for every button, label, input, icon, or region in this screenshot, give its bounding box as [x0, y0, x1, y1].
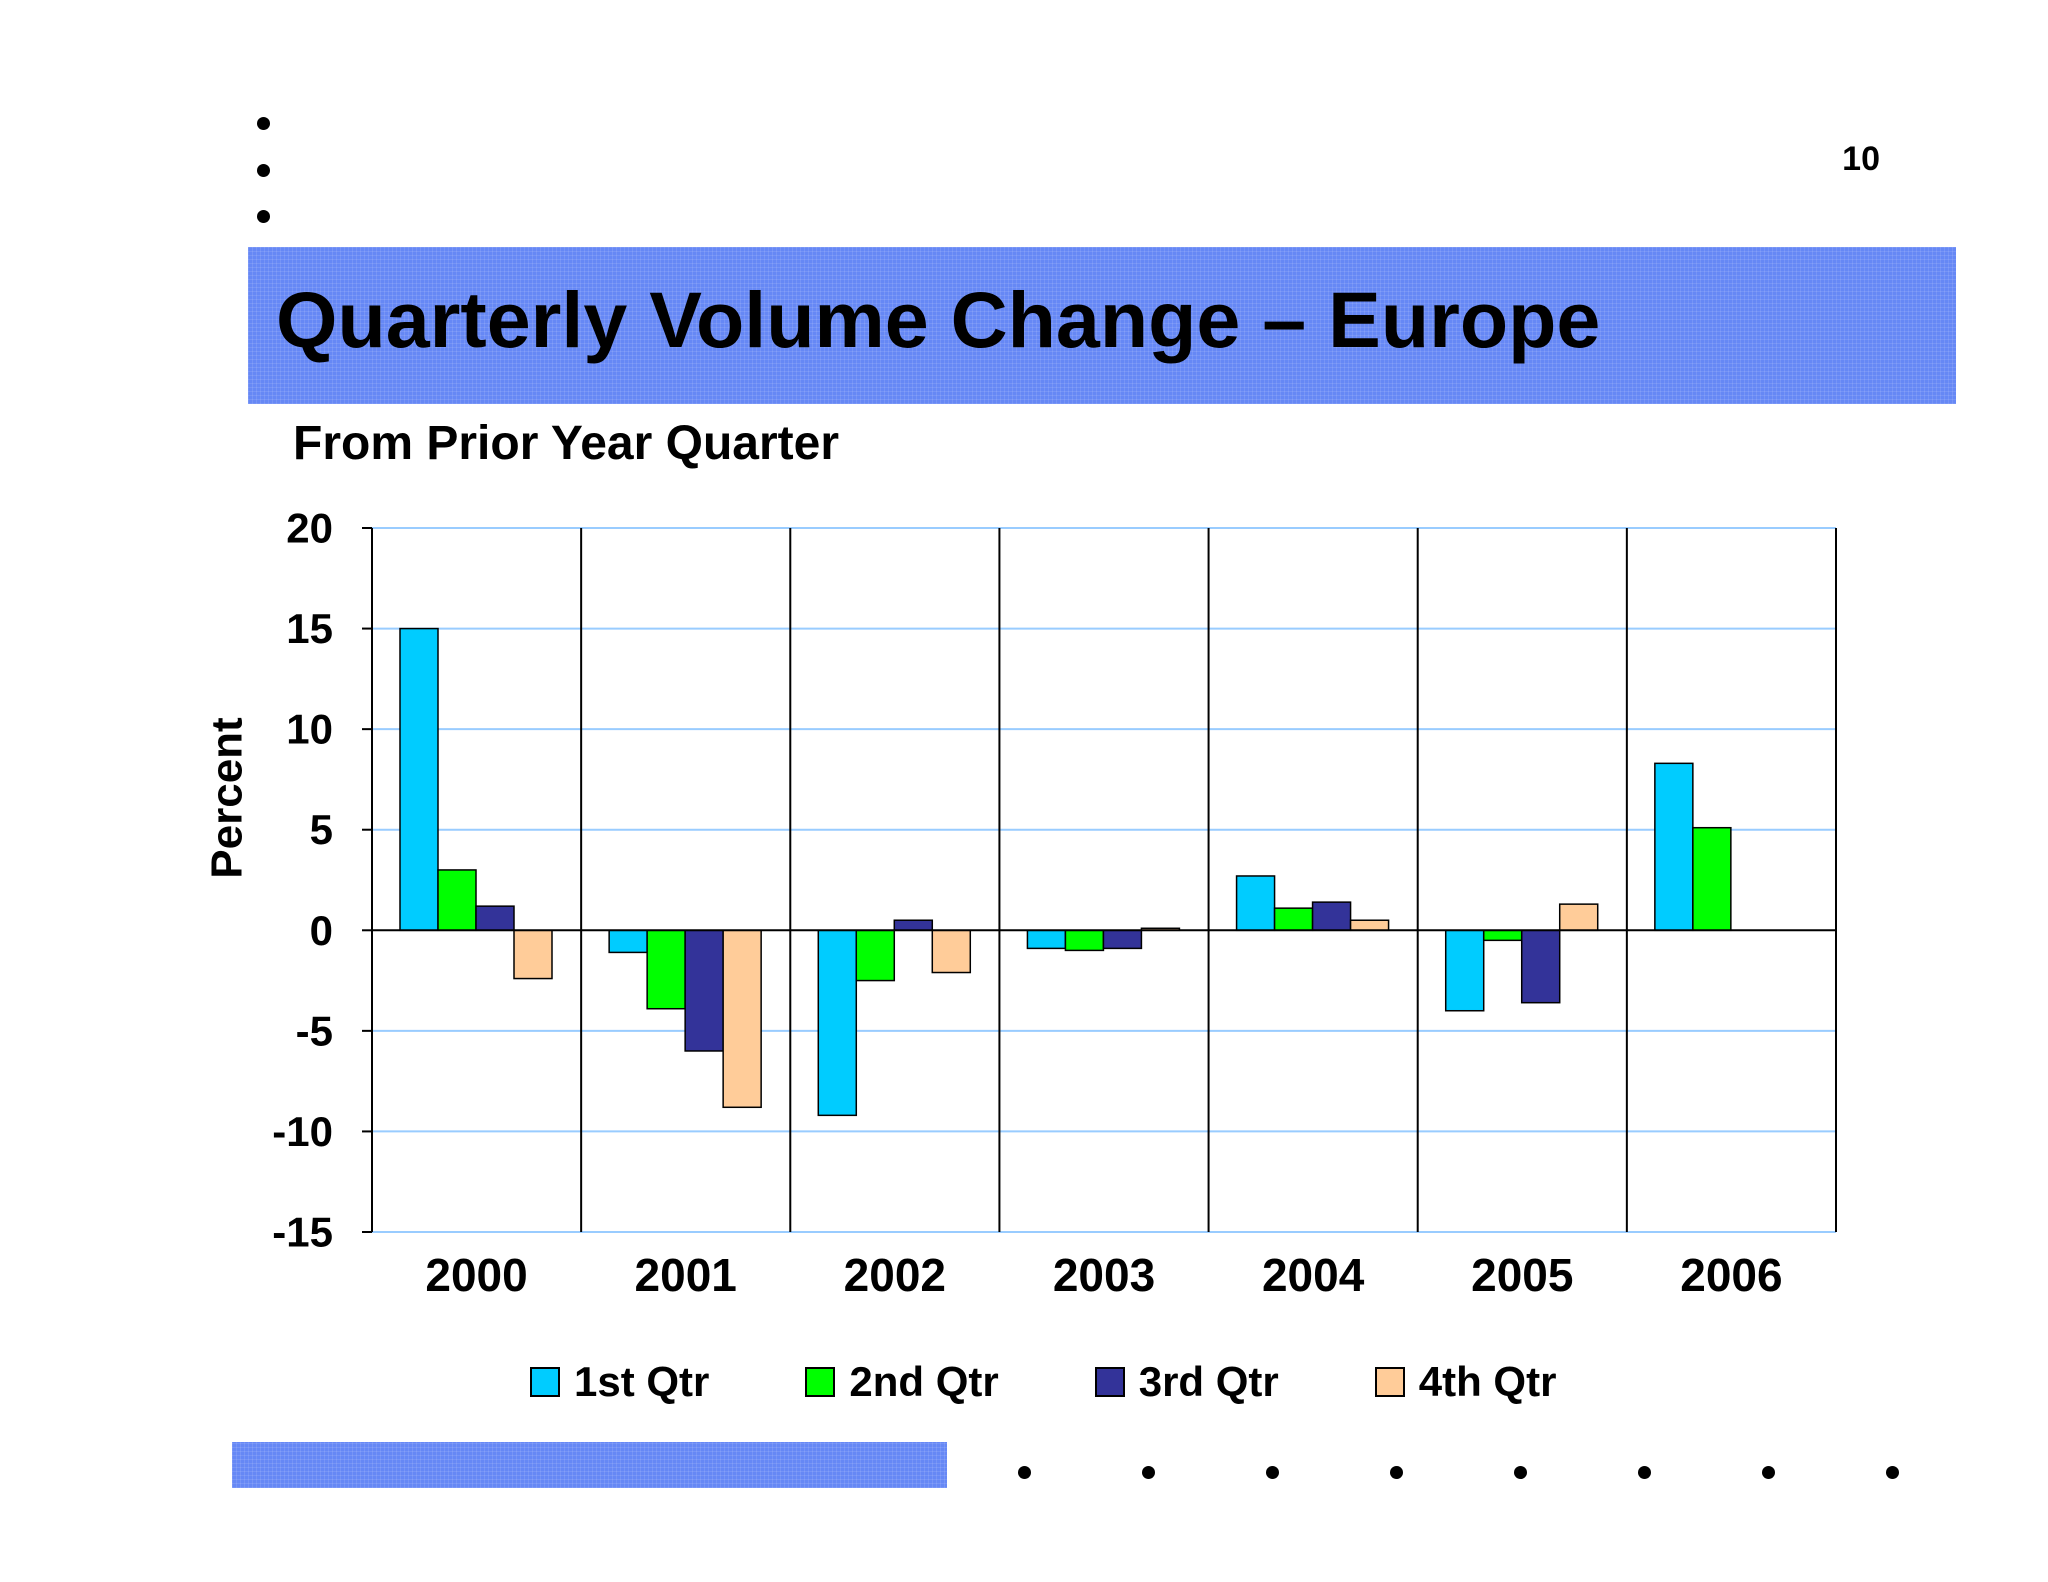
- bar-2000-q3: [475, 905, 515, 932]
- bar-2003-q2: [1064, 929, 1105, 952]
- decorative-dot: [1514, 1466, 1527, 1479]
- x-tick-label: 2002: [844, 1249, 946, 1301]
- decorative-dot: [257, 210, 270, 223]
- decorative-dot: [1266, 1466, 1279, 1479]
- legend-label-q4: 4th Qtr: [1418, 1358, 1557, 1405]
- decorative-dot: [257, 164, 270, 177]
- legend-label-q3: 3rd Qtr: [1138, 1358, 1279, 1405]
- bar-2005-q1: [1444, 929, 1485, 1012]
- page-number: 10: [1842, 140, 1880, 178]
- decorative-dot: [1142, 1466, 1155, 1479]
- x-tick-label: 2006: [1680, 1249, 1782, 1301]
- y-tick-label: 0: [310, 907, 333, 954]
- decorative-dot: [257, 117, 270, 130]
- bars: [399, 627, 1732, 1117]
- legend-label-q1: 1st Qtr: [574, 1358, 710, 1405]
- y-tick-labels: 20 15 10 5 0 -5 -10 -15: [272, 505, 333, 1256]
- y-tick-label: 10: [286, 706, 333, 753]
- legend-swatch-q4: [1374, 1367, 1405, 1397]
- legend-swatch-q2: [805, 1367, 836, 1397]
- y-tick-label: 5: [310, 806, 333, 853]
- axes: [362, 527, 1837, 1233]
- bar-2001-q2: [646, 929, 686, 1010]
- bar-2004-q4: [1349, 919, 1390, 932]
- legend-item-q3: 3rd Qtr: [1094, 1358, 1279, 1406]
- y-axis-title: Percent: [203, 717, 252, 879]
- x-tick-label: 2000: [425, 1249, 527, 1301]
- y-tick-label: 15: [286, 605, 333, 652]
- bar-2002-q3: [893, 919, 934, 932]
- title-band: [248, 247, 1956, 404]
- x-tick-label: 2005: [1471, 1249, 1573, 1301]
- y-tick-label: -15: [272, 1209, 333, 1256]
- legend-item-q4: 4th Qtr: [1374, 1358, 1557, 1406]
- decorative-dot: [1886, 1466, 1899, 1479]
- chart-subtitle: From Prior Year Quarter: [293, 417, 839, 470]
- y-tick-label: -5: [296, 1007, 333, 1054]
- slide-title: Quarterly Volume Change – Europe: [276, 275, 1601, 364]
- x-tick-label: 2003: [1053, 1249, 1155, 1301]
- chart-legend: 1st Qtr 2nd Qtr 3rd Qtr 4th Qtr: [530, 1358, 1652, 1406]
- bar-2004-q1: [1235, 875, 1276, 932]
- footer-band: [232, 1442, 947, 1488]
- legend-swatch-q1: [530, 1367, 560, 1397]
- bar-2005-q4: [1558, 903, 1599, 932]
- bar-2004-q2: [1273, 907, 1314, 932]
- bar-2001-q4: [722, 929, 762, 1109]
- decorative-dot: [1018, 1466, 1031, 1479]
- x-tick-label: 2001: [635, 1249, 737, 1301]
- bar-2006-q1: [1654, 762, 1694, 932]
- bar-2003-q1: [1026, 929, 1067, 950]
- bar-2001-q1: [608, 929, 648, 954]
- bar-2002-q4: [931, 929, 972, 974]
- decorative-dot: [1390, 1466, 1403, 1479]
- bar-2000-q2: [437, 869, 477, 932]
- legend-swatch-q3: [1094, 1367, 1125, 1397]
- bar-2005-q2: [1482, 929, 1523, 942]
- legend-label-q2: 2nd Qtr: [849, 1358, 999, 1405]
- legend-item-q1: 1st Qtr: [530, 1358, 709, 1406]
- gridlines: [372, 527, 1836, 1233]
- bar-2002-q1: [817, 929, 858, 1117]
- bar-2003-q3: [1102, 929, 1143, 950]
- bar-2005-q3: [1520, 929, 1561, 1004]
- bar-2001-q3: [684, 929, 724, 1052]
- decorative-dot: [1762, 1466, 1775, 1479]
- bar-2002-q2: [855, 929, 896, 982]
- x-tick-labels: 2000 2001 2002 2003 2004 2005 2006: [425, 1249, 1782, 1301]
- decorative-dot: [1638, 1466, 1651, 1479]
- bar-2006-q2: [1692, 826, 1732, 932]
- x-tick-label: 2004: [1262, 1249, 1365, 1301]
- bar-2000-q4: [513, 929, 553, 980]
- legend-item-q2: 2nd Qtr: [805, 1358, 999, 1406]
- y-tick-label: -10: [272, 1108, 333, 1155]
- y-tick-label: 20: [286, 505, 333, 552]
- bar-2004-q3: [1311, 901, 1352, 932]
- bar-2000-q1: [399, 627, 439, 932]
